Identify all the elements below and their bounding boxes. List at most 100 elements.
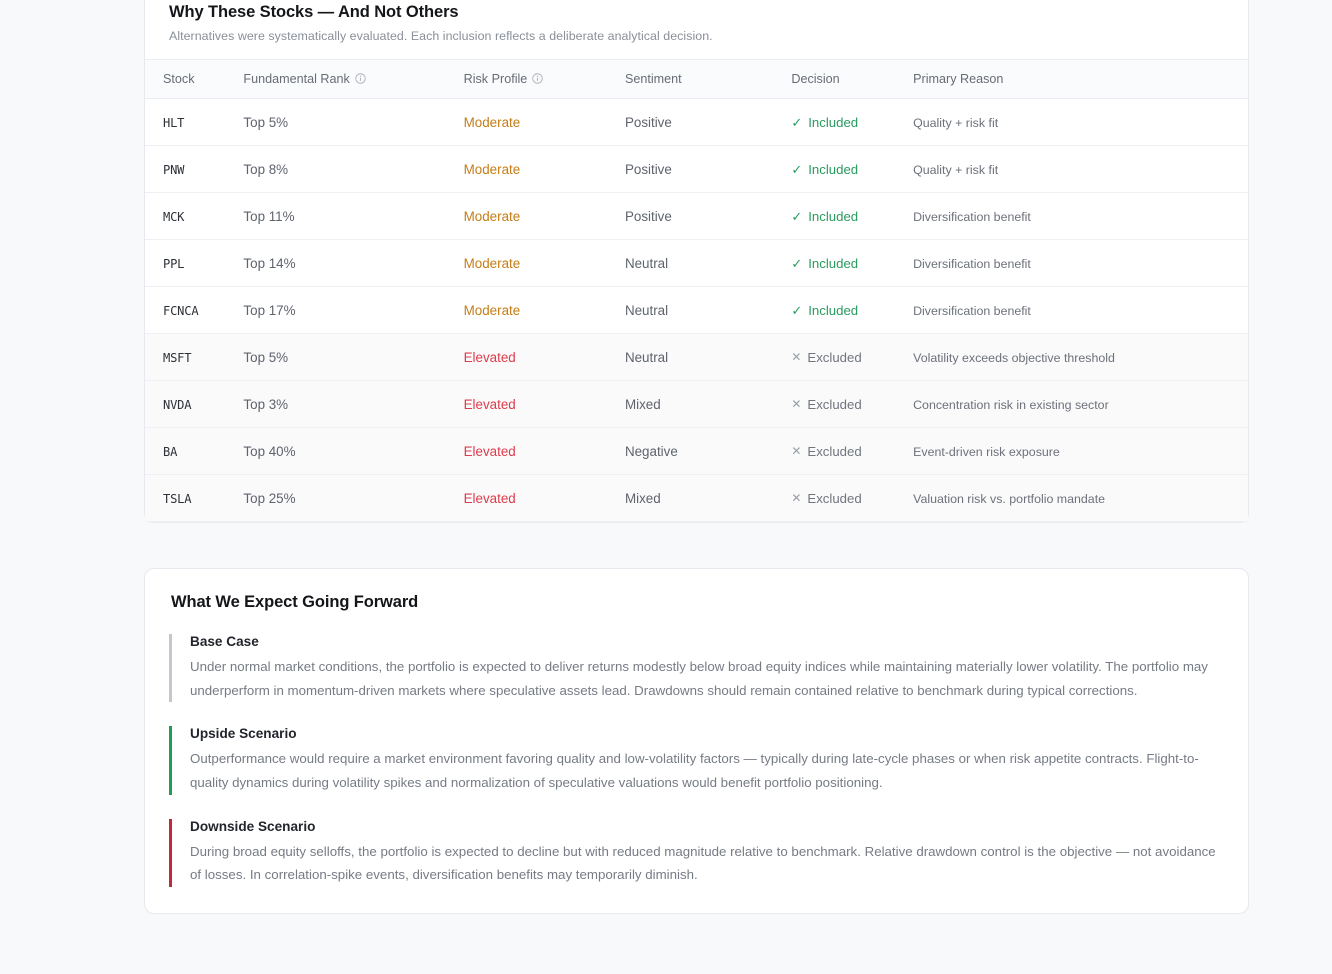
- cell-primary-reason: Valuation risk vs. portfolio mandate: [913, 474, 1248, 522]
- cell-fundamental-rank: Top 11%: [243, 192, 464, 240]
- cell-stock: TSLA: [145, 474, 244, 522]
- table-row[interactable]: PPL Top 14% Moderate Neutral ✓ Included Divers…: [145, 239, 1248, 287]
- status-badge: ✓ Included: [791, 303, 858, 318]
- scenario-text: Under normal market conditions, the port…: [190, 659, 1208, 698]
- cell-primary-reason: Event-driven risk exposure: [913, 427, 1248, 475]
- check-icon: ✓: [791, 161, 803, 177]
- decision-label: Included: [808, 255, 859, 271]
- stock-ticker: HLT: [163, 115, 185, 130]
- status-badge: ✕ Excluded: [791, 444, 861, 459]
- cell-risk-profile: Moderate: [463, 239, 625, 287]
- column-header-risk-profile[interactable]: Risk Profile: [463, 59, 625, 99]
- primary-reason-value: Valuation risk vs. portfolio mandate: [913, 491, 1106, 506]
- cell-sentiment: Mixed: [624, 474, 792, 522]
- scenario-block: Base Case Under normal market conditions,…: [169, 634, 1224, 703]
- cell-primary-reason: Volatility exceeds objective threshold: [913, 333, 1248, 381]
- cell-fundamental-rank: Top 5%: [243, 98, 464, 146]
- sentiment-value: Neutral: [624, 302, 669, 318]
- info-icon[interactable]: [355, 73, 366, 84]
- risk-profile-value: Moderate: [463, 208, 521, 224]
- cell-risk-profile: Moderate: [463, 192, 625, 240]
- column-header-fundamental-rank-label: Fundamental Rank: [243, 72, 350, 86]
- column-header-fundamental-rank[interactable]: Fundamental Rank: [243, 59, 464, 99]
- primary-reason-value: Volatility exceeds objective threshold: [913, 350, 1115, 365]
- primary-reason-value: Quality + risk fit: [913, 162, 999, 177]
- fundamental-rank-value: Top 14%: [243, 255, 296, 271]
- column-header-primary-reason[interactable]: Primary Reason: [913, 59, 1248, 99]
- sentiment-value: Neutral: [624, 349, 669, 365]
- cell-fundamental-rank: Top 14%: [243, 239, 464, 287]
- stock-ticker: BA: [163, 444, 178, 459]
- sentiment-value: Positive: [624, 161, 672, 177]
- cell-decision: ✕ Excluded: [791, 333, 914, 381]
- info-icon[interactable]: [532, 73, 544, 84]
- cell-fundamental-rank: Top 40%: [243, 427, 464, 475]
- cell-sentiment: Neutral: [624, 333, 792, 381]
- table-row[interactable]: MCK Top 11% Moderate Positive ✓ Included Diver…: [145, 192, 1248, 240]
- risk-profile-value: Moderate: [463, 302, 521, 318]
- cell-risk-profile: Elevated: [463, 333, 625, 381]
- stock-ticker: MCK: [163, 209, 185, 224]
- cell-stock: BA: [145, 427, 244, 475]
- column-header-stock[interactable]: Stock: [145, 59, 244, 99]
- column-header-decision-label: Decision: [791, 72, 840, 86]
- fundamental-rank-value: Top 40%: [243, 443, 296, 459]
- table-row[interactable]: NVDA Top 3% Elevated Mixed ✕ Excluded Concentr…: [145, 380, 1248, 428]
- column-header-primary-reason-label: Primary Reason: [913, 72, 1004, 86]
- table-row[interactable]: MSFT Top 5% Elevated Neutral ✕ Excluded Volati…: [145, 333, 1248, 381]
- table-body: HLT Top 5% Moderate Positive ✓ Included Qualit…: [145, 98, 1248, 522]
- cell-decision: ✓ Included: [791, 98, 914, 146]
- column-header-decision[interactable]: Decision: [791, 59, 914, 99]
- cell-fundamental-rank: Top 25%: [243, 474, 464, 522]
- stock-ticker: MSFT: [163, 350, 192, 365]
- comparison-table: Stock Fundamental Rank Risk Profile Sent…: [145, 59, 1248, 522]
- stock-ticker: TSLA: [163, 491, 192, 506]
- stock-ticker: PPL: [163, 256, 185, 271]
- cell-primary-reason: Quality + risk fit: [913, 145, 1248, 193]
- table-header: Stock Fundamental Rank Risk Profile Sent…: [145, 59, 1248, 99]
- cell-primary-reason: Diversification benefit: [913, 192, 1248, 240]
- cell-decision: ✕ Excluded: [791, 474, 914, 522]
- cell-sentiment: Positive: [624, 145, 792, 193]
- scenario-list: Base Case Under normal market conditions,…: [169, 634, 1224, 887]
- cell-decision: ✕ Excluded: [791, 380, 914, 428]
- cell-stock: FCNCA: [145, 286, 244, 334]
- cell-fundamental-rank: Top 3%: [243, 380, 464, 428]
- sentiment-value: Positive: [624, 114, 672, 130]
- sentiment-value: Mixed: [624, 396, 661, 412]
- decision-label: Excluded: [807, 443, 862, 459]
- comparison-card-subtitle: Alternatives were systematically evaluat…: [169, 29, 713, 43]
- risk-profile-value: Moderate: [463, 114, 521, 130]
- primary-reason-value: Diversification benefit: [913, 303, 1031, 318]
- column-header-sentiment[interactable]: Sentiment: [624, 59, 792, 99]
- table-row[interactable]: TSLA Top 25% Elevated Mixed ✕ Excluded Valuati…: [145, 474, 1248, 522]
- cell-risk-profile: Moderate: [463, 145, 625, 193]
- table-row[interactable]: FCNCA Top 17% Moderate Neutral ✓ Included Dive…: [145, 286, 1248, 334]
- scenario-title: Upside Scenario: [190, 726, 297, 742]
- check-icon: ✓: [791, 255, 803, 271]
- status-badge: ✓ Included: [791, 209, 858, 224]
- column-header-sentiment-label: Sentiment: [624, 72, 682, 86]
- risk-profile-value: Moderate: [463, 255, 521, 271]
- fundamental-rank-value: Top 3%: [243, 396, 289, 412]
- stock-ticker: PNW: [163, 162, 185, 177]
- close-icon: ✕: [791, 491, 802, 506]
- primary-reason-value: Quality + risk fit: [913, 115, 999, 130]
- cell-fundamental-rank: Top 8%: [243, 145, 464, 193]
- scenario-block: Downside Scenario During broad equity sel…: [169, 818, 1224, 887]
- cell-risk-profile: Moderate: [463, 98, 625, 146]
- cell-stock: MSFT: [145, 333, 244, 381]
- status-badge: ✓ Included: [791, 115, 858, 130]
- primary-reason-value: Event-driven risk exposure: [913, 444, 1060, 459]
- table-row[interactable]: PNW Top 8% Moderate Positive ✓ Included Qualit…: [145, 145, 1248, 193]
- primary-reason-value: Diversification benefit: [913, 209, 1031, 224]
- cell-decision: ✓ Included: [791, 145, 914, 193]
- close-icon: ✕: [791, 444, 802, 459]
- cell-stock: NVDA: [145, 380, 244, 428]
- fundamental-rank-value: Top 5%: [243, 349, 289, 365]
- table-row[interactable]: BA Top 40% Elevated Negative ✕ Excluded Event-…: [145, 427, 1248, 475]
- table-row[interactable]: HLT Top 5% Moderate Positive ✓ Included Qualit…: [145, 98, 1248, 146]
- decision-label: Included: [808, 302, 859, 318]
- sentiment-value: Neutral: [624, 255, 669, 271]
